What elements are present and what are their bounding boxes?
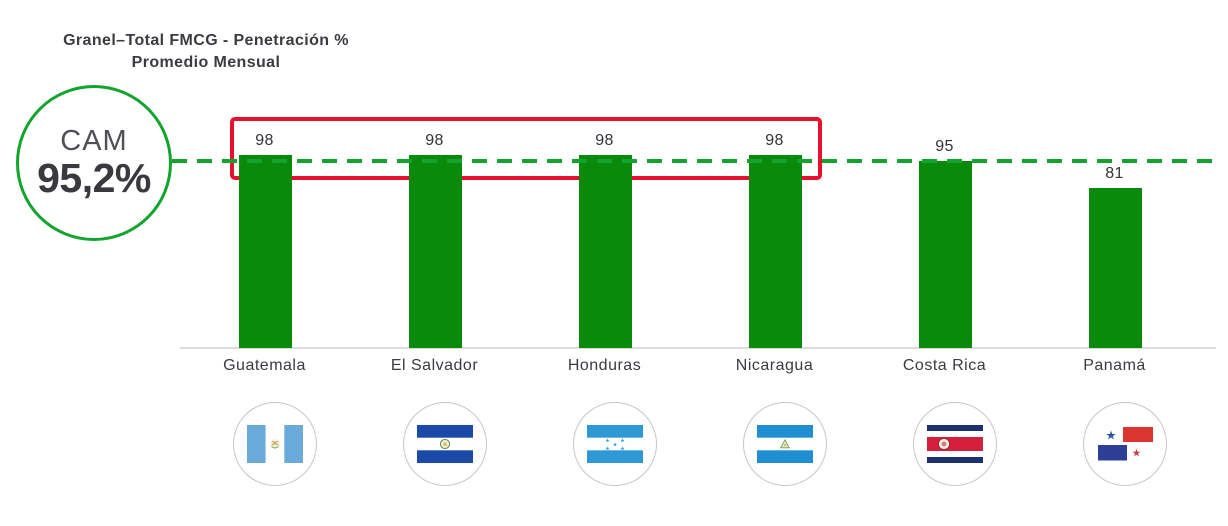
reference-dashed-line (172, 159, 1216, 163)
bar-nicaragua (748, 155, 802, 348)
bar-value-label: 98 (425, 132, 444, 149)
flag-honduras-icon (586, 425, 643, 463)
bar-guatemala (238, 155, 292, 348)
bar-costa-rica (918, 161, 972, 348)
flag-panama-icon (1096, 425, 1153, 463)
chart-title: Granel–Total FMCG - Penetración % Promed… (20, 30, 392, 74)
chart-column-panama: 81 Panamá (1030, 0, 1200, 526)
bar-value-label: 95 (935, 138, 954, 155)
category-label-el-salvador: El Salvador (390, 357, 479, 374)
flag-circle-nicaragua (742, 402, 827, 486)
flag-circle-guatemala (232, 402, 317, 486)
chart-column-nicaragua: 98 Nicaragua (690, 0, 860, 526)
category-label-guatemala: Guatemala (223, 357, 306, 374)
x-axis-line (180, 347, 1216, 349)
category-label-panama: Panamá (1083, 357, 1146, 374)
flag-circle-costa-rica (912, 402, 997, 486)
highlight-box (230, 117, 822, 180)
bar-honduras (578, 155, 632, 348)
cam-label: CAM (60, 125, 128, 157)
bar-value-label: 98 (255, 132, 274, 149)
chart-title-line1: Granel–Total FMCG - Penetración % (63, 32, 349, 49)
flag-nicaragua-icon (756, 425, 813, 463)
chart-column-honduras: 98 Honduras (520, 0, 690, 526)
bar-el-salvador (408, 155, 462, 348)
flag-circle-el-salvador (402, 402, 487, 486)
bar-value-label: 98 (595, 132, 614, 149)
flag-costa-rica-icon (926, 425, 983, 463)
bar-value-label: 98 (765, 132, 784, 149)
chart-column-el-salvador: 98 El Salvador (350, 0, 520, 526)
cam-summary-badge: CAM 95,2% (16, 85, 172, 241)
chart-title-line2: Promedio Mensual (131, 54, 281, 71)
chart-column-costa-rica: 95 Costa Rica (860, 0, 1030, 526)
category-label-honduras: Honduras (567, 357, 642, 374)
chart-column-guatemala: 98 Guatemala (180, 0, 350, 526)
flag-el-salvador-icon (416, 425, 473, 463)
flag-guatemala-icon (246, 425, 303, 463)
cam-value: 95,2% (37, 155, 151, 201)
flag-circle-honduras (572, 402, 657, 486)
category-label-nicaragua: Nicaragua (735, 357, 814, 374)
bar-value-label: 81 (1105, 165, 1124, 182)
category-label-costa-rica: Costa Rica (902, 357, 987, 374)
bar-panama (1088, 188, 1142, 348)
flag-circle-panama (1082, 402, 1167, 486)
